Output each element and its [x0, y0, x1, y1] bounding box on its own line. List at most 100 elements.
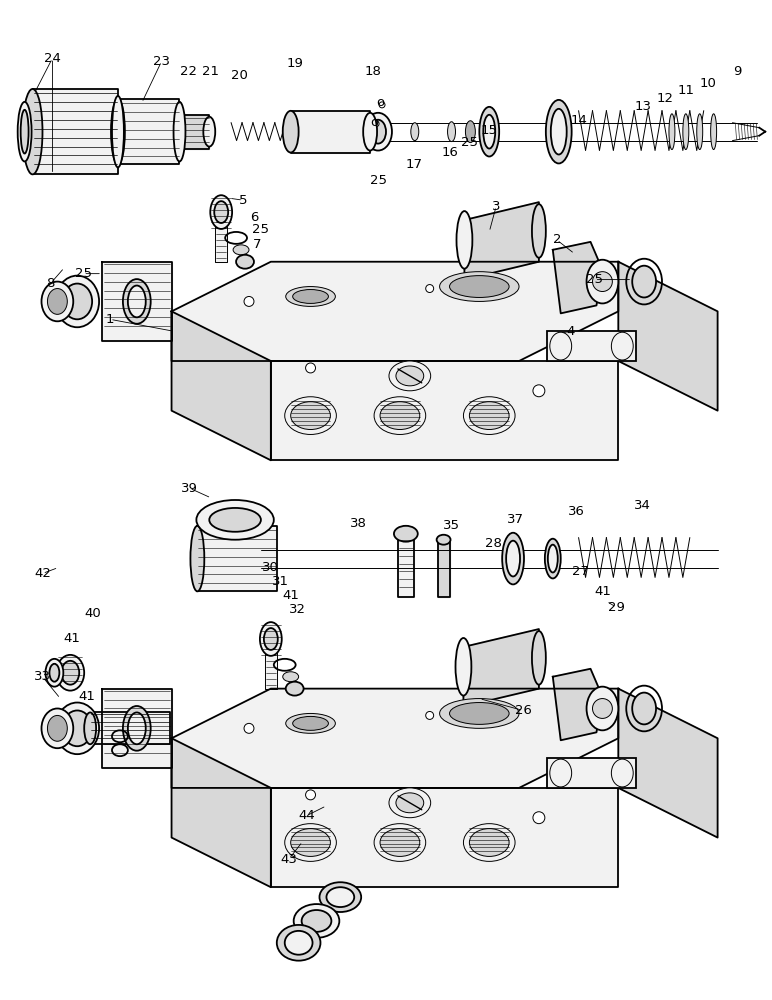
- Ellipse shape: [374, 397, 425, 434]
- Ellipse shape: [396, 793, 424, 813]
- Text: 25: 25: [370, 174, 387, 187]
- Ellipse shape: [21, 110, 29, 154]
- Text: 9: 9: [733, 65, 742, 78]
- Text: 34: 34: [634, 499, 651, 512]
- Ellipse shape: [293, 904, 340, 938]
- Polygon shape: [102, 262, 171, 341]
- Ellipse shape: [302, 910, 331, 932]
- Polygon shape: [118, 99, 180, 164]
- Text: 17: 17: [405, 158, 422, 171]
- Ellipse shape: [455, 638, 472, 696]
- Ellipse shape: [449, 703, 509, 724]
- Ellipse shape: [260, 622, 282, 656]
- Ellipse shape: [61, 661, 80, 685]
- Text: 36: 36: [568, 505, 585, 518]
- Ellipse shape: [448, 122, 455, 142]
- Ellipse shape: [711, 114, 716, 150]
- Text: o: o: [370, 116, 378, 129]
- Text: 18: 18: [364, 65, 381, 78]
- Ellipse shape: [363, 113, 377, 151]
- Ellipse shape: [22, 89, 42, 174]
- Ellipse shape: [203, 117, 215, 147]
- Ellipse shape: [283, 672, 299, 682]
- Ellipse shape: [697, 114, 703, 150]
- Text: 20: 20: [231, 69, 248, 82]
- Text: 26: 26: [515, 704, 531, 717]
- Text: 25: 25: [461, 136, 478, 149]
- Ellipse shape: [364, 113, 392, 151]
- Circle shape: [425, 711, 434, 719]
- Polygon shape: [271, 788, 618, 887]
- Ellipse shape: [327, 887, 354, 907]
- Ellipse shape: [196, 500, 274, 540]
- Ellipse shape: [456, 211, 472, 269]
- Text: 30: 30: [262, 561, 279, 574]
- Polygon shape: [198, 526, 277, 591]
- Ellipse shape: [56, 276, 99, 327]
- Ellipse shape: [411, 123, 418, 141]
- Circle shape: [244, 296, 254, 306]
- Ellipse shape: [174, 102, 185, 161]
- Text: 16: 16: [441, 146, 458, 159]
- Polygon shape: [553, 242, 602, 313]
- Ellipse shape: [277, 925, 320, 961]
- Text: 27: 27: [572, 565, 589, 578]
- Ellipse shape: [47, 289, 67, 314]
- Text: 37: 37: [506, 513, 523, 526]
- Ellipse shape: [286, 287, 335, 306]
- Ellipse shape: [380, 829, 420, 856]
- Polygon shape: [171, 738, 271, 887]
- Ellipse shape: [463, 397, 515, 434]
- Ellipse shape: [111, 99, 125, 164]
- Text: 24: 24: [44, 52, 61, 65]
- Ellipse shape: [396, 366, 424, 386]
- Text: 22: 22: [180, 65, 197, 78]
- Ellipse shape: [47, 715, 67, 741]
- Ellipse shape: [209, 508, 261, 532]
- Ellipse shape: [128, 712, 146, 744]
- Circle shape: [425, 285, 434, 293]
- Ellipse shape: [320, 882, 361, 912]
- Text: 19: 19: [286, 57, 303, 70]
- Ellipse shape: [469, 402, 509, 430]
- Ellipse shape: [669, 114, 675, 150]
- Ellipse shape: [49, 664, 59, 682]
- Ellipse shape: [210, 195, 232, 229]
- Text: 10: 10: [699, 77, 716, 90]
- Polygon shape: [215, 220, 227, 262]
- Ellipse shape: [463, 824, 515, 861]
- Ellipse shape: [112, 96, 124, 167]
- Text: 4: 4: [567, 325, 575, 338]
- Text: 40: 40: [85, 607, 101, 620]
- Circle shape: [306, 363, 316, 373]
- Text: 11: 11: [677, 84, 694, 97]
- Ellipse shape: [550, 759, 571, 787]
- Ellipse shape: [389, 788, 431, 818]
- Text: 15: 15: [481, 124, 498, 137]
- Ellipse shape: [479, 107, 499, 156]
- Ellipse shape: [174, 115, 185, 149]
- Ellipse shape: [469, 829, 509, 856]
- Bar: [547, 758, 636, 788]
- Ellipse shape: [191, 526, 205, 591]
- Text: 25: 25: [252, 223, 269, 236]
- Circle shape: [379, 102, 385, 108]
- Ellipse shape: [63, 710, 92, 746]
- Text: 41: 41: [64, 632, 81, 645]
- Ellipse shape: [394, 526, 418, 542]
- Ellipse shape: [611, 332, 633, 360]
- Text: 41: 41: [79, 690, 96, 703]
- Ellipse shape: [550, 332, 571, 360]
- Ellipse shape: [236, 255, 254, 269]
- Text: 31: 31: [273, 575, 290, 588]
- Ellipse shape: [293, 290, 328, 303]
- Ellipse shape: [291, 829, 330, 856]
- Ellipse shape: [285, 824, 337, 861]
- Ellipse shape: [439, 272, 519, 301]
- Text: 14: 14: [571, 114, 587, 127]
- Text: 3: 3: [492, 200, 500, 213]
- Polygon shape: [553, 669, 602, 740]
- Circle shape: [533, 385, 545, 397]
- Ellipse shape: [264, 628, 278, 650]
- Ellipse shape: [374, 824, 425, 861]
